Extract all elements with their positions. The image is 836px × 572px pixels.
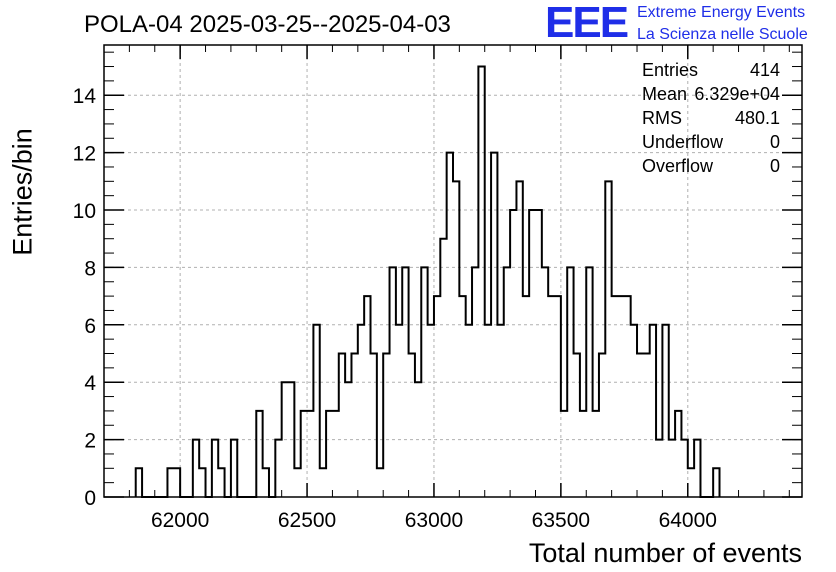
stat-label: RMS [642, 108, 682, 128]
stat-row-overflow: Overflow 0 [642, 154, 780, 178]
eee-logo: EEE Extreme Energy Events La Scienza nel… [545, 0, 835, 47]
stat-label: Mean [642, 84, 688, 104]
stat-value: 0 [769, 132, 780, 152]
stat-value: 6.329e+04 [694, 84, 780, 104]
stat-row-entries: Entries 414 [642, 58, 780, 82]
stat-value: 0 [769, 156, 780, 176]
stat-value: 480.1 [734, 108, 780, 128]
stats-box: Entries 414 Mean 6.329e+04 RMS 480.1 Und… [642, 58, 780, 178]
y-tick-label: 8 [84, 257, 96, 280]
stat-value: 414 [749, 60, 780, 80]
axis-ticks [103, 45, 802, 498]
histogram-series-line [134, 65, 721, 498]
y-axis-title-text: Entries/bin [7, 128, 38, 256]
x-tick-label: 63000 [405, 509, 463, 532]
logo-text-line1: Extreme Energy Events [637, 4, 806, 21]
y-tick-label: 4 [84, 372, 96, 395]
x-tick-label: 62000 [151, 509, 209, 532]
stat-label: Overflow [642, 156, 714, 176]
logo-text-line2: La Scienza nelle Scuole [637, 26, 808, 43]
stat-row-mean: Mean 6.329e+04 [642, 82, 780, 106]
stat-label: Entries [642, 60, 699, 80]
y-tick-label: 10 [73, 200, 96, 223]
stat-row-underflow: Underflow 0 [642, 130, 780, 154]
y-tick-label: 12 [73, 143, 96, 166]
x-tick-label: 62500 [278, 509, 336, 532]
x-tick-label: 63500 [532, 509, 590, 532]
y-tick-label: 6 [84, 315, 96, 338]
y-tick-label: 2 [84, 430, 96, 453]
y-tick-label: 14 [73, 85, 97, 108]
plot-frame [103, 44, 803, 498]
chart-title: POLA-04 2025-03-25--2025-04-03 [84, 11, 451, 38]
eee-logo-mark: EEE [545, 0, 629, 47]
x-tick-label: 64000 [659, 509, 717, 532]
x-axis-title: Total number of events [528, 538, 802, 568]
stat-row-rms: RMS 480.1 [642, 106, 780, 130]
y-tick-label: 0 [84, 487, 96, 510]
tick-labels: 62000 62500 63000 63500 64000 0 2 4 6 8 10 12 14 [73, 85, 717, 532]
stat-label: Underflow [642, 132, 724, 152]
y-axis-title: Entries/bin [8, 112, 38, 272]
